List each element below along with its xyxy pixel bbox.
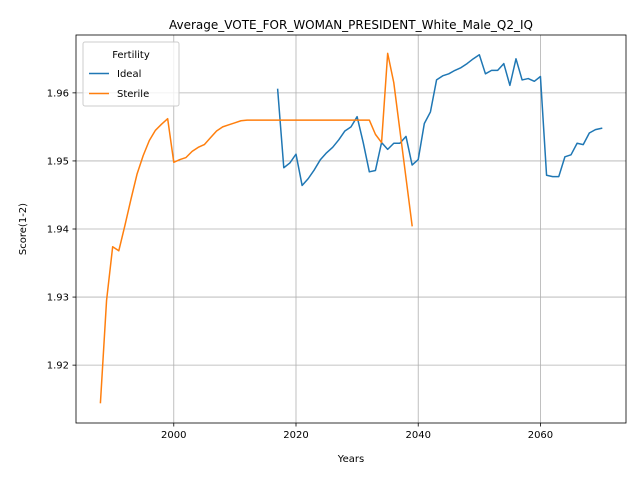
x-tick-label: 2020 [283,430,308,441]
series-line-ideal [276,53,603,187]
legend-box [82,41,180,107]
legend: Fertility Ideal Sterile [82,41,180,107]
x-tick-label: 2060 [528,430,553,441]
series-lines [99,52,603,404]
legend-label-ideal: Ideal [117,69,141,80]
legend-label-sterile: Sterile [117,89,149,100]
y-tick-label: 1.95 [47,156,69,167]
x-tick-label: 2040 [405,430,430,441]
y-tick-label: 1.94 [47,225,69,236]
legend-title: Fertility [112,50,150,61]
legend-items: Ideal Sterile [89,69,149,100]
y-tick-label: 1.92 [47,361,69,372]
y-tick-label: 1.96 [47,88,69,99]
series-line-sterile [99,52,413,404]
chart-title: Average_VOTE_FOR_WOMAN_PRESIDENT_White_M… [169,18,533,32]
y-axis-label: Score(1-2) [18,203,29,255]
x-tick-label: 2000 [161,430,186,441]
y-tick-label: 1.93 [47,293,69,304]
x-axis-label: Years [337,454,364,465]
axis-ticks: 2000 2020 2040 2060 1.92 1.93 1.94 1.95 1.96 [47,88,553,441]
